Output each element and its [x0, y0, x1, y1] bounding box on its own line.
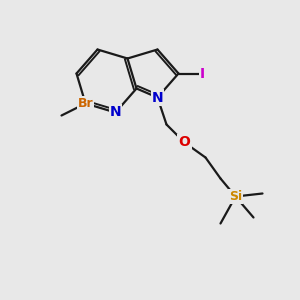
- Text: I: I: [200, 67, 205, 80]
- Text: Br: Br: [78, 97, 93, 110]
- Text: N: N: [152, 91, 163, 104]
- Text: O: O: [178, 136, 190, 149]
- Text: Si: Si: [229, 190, 242, 203]
- Text: N: N: [110, 106, 121, 119]
